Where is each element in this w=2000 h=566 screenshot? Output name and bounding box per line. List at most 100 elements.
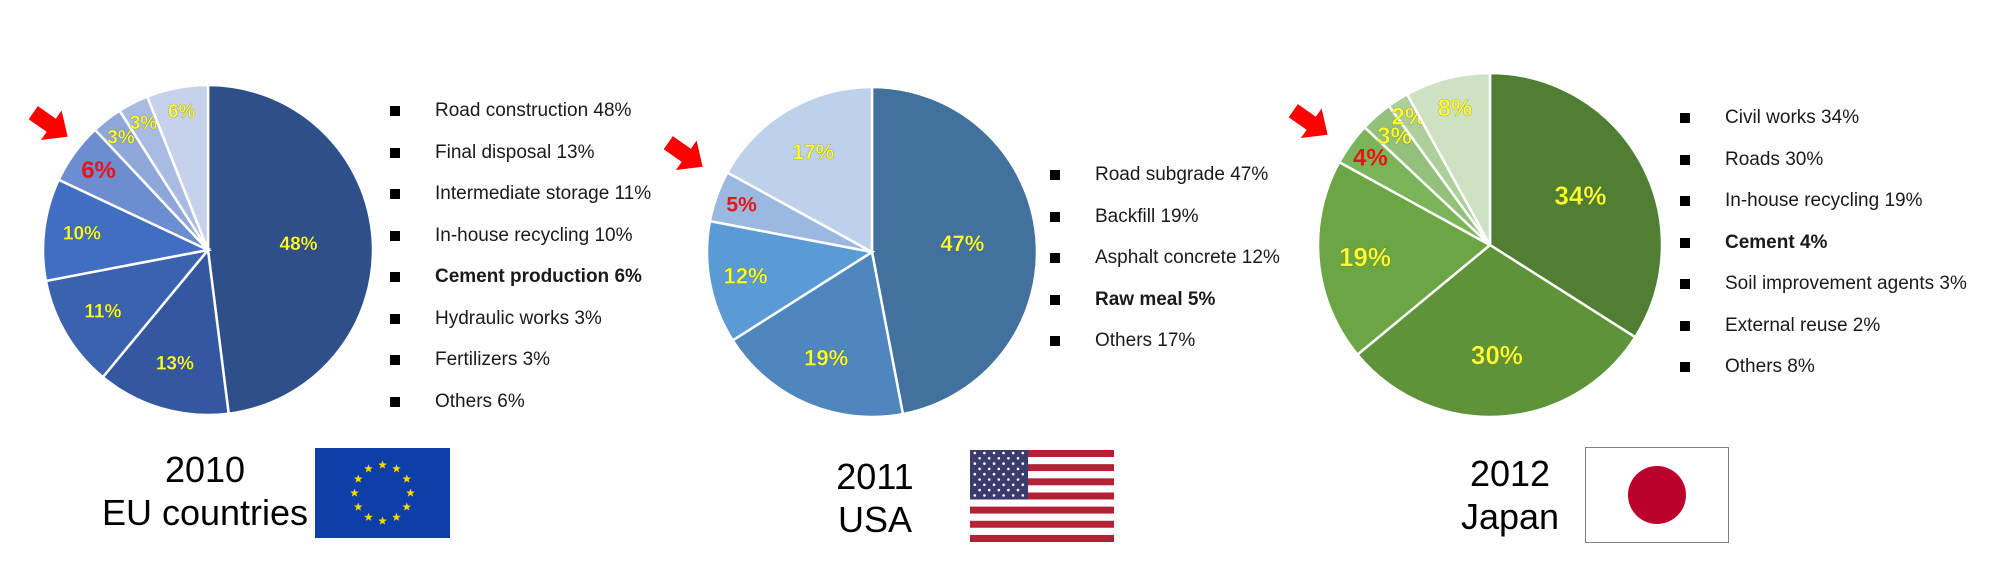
legend-item: Others 17%: [1050, 320, 1280, 362]
slice-data-label: 3%: [107, 127, 135, 148]
legend-bullet-icon: [1680, 113, 1690, 123]
legend-bullet-icon: [390, 313, 400, 324]
legend-label: In-house recycling 19%: [1725, 190, 1923, 211]
slice-data-label: 8%: [1438, 95, 1473, 122]
legend-bullet-icon: [1050, 253, 1060, 263]
legend-item: Final disposal 13%: [390, 132, 651, 174]
slice-data-label: 19%: [1339, 242, 1391, 272]
chart-caption-usa: 2011 USA: [810, 455, 940, 541]
caption-region: Japan: [1460, 496, 1560, 537]
legend-item: Raw meal 5%: [1050, 279, 1280, 321]
highlight-arrow-icon: [663, 136, 703, 171]
slice-data-label: 2%: [1392, 104, 1427, 131]
legend-bullet-icon: [390, 396, 400, 407]
legend-bullet-icon: [1050, 294, 1060, 305]
chart-caption-eu: 2010 EU countries: [95, 448, 315, 534]
caption-year: 2011: [836, 456, 914, 497]
slice-data-label: 6%: [168, 102, 196, 123]
eu-flag: [315, 448, 450, 538]
legend-item: Soil improvement agents 3%: [1680, 263, 1967, 305]
legend-item: Intermediate storage 11%: [390, 173, 651, 215]
pie-slice: [870, 85, 1039, 416]
slice-data-label: 13%: [156, 354, 194, 375]
caption-year: 2010: [164, 449, 246, 490]
pie-slice: [730, 249, 905, 419]
legend-label: Civil works 34%: [1725, 107, 1860, 128]
pie-slice: [41, 178, 213, 283]
slice-data-label: 47%: [940, 231, 984, 256]
legend-label: Others 6%: [435, 390, 525, 412]
pie-slice: [101, 246, 231, 417]
slice-data-label: 11%: [84, 302, 121, 323]
pie-slice: [1316, 160, 1493, 357]
legend-japan: Civil works 34% Roads 30% In-house recycli…: [1680, 97, 1967, 388]
slice-data-label: 6%: [81, 157, 116, 184]
legend-label: Others 8%: [1725, 356, 1815, 377]
pie-slice: [145, 83, 210, 251]
legend-label: Final disposal 13%: [435, 141, 595, 163]
usa-flag: [970, 450, 1114, 542]
legend-bullet-icon: [1680, 362, 1690, 372]
slice-data-label: 34%: [1554, 180, 1606, 210]
legend-item: Road construction 48%: [390, 90, 651, 132]
caption-region: EU countries: [101, 492, 309, 533]
legend-bullet-icon: [1680, 237, 1690, 248]
legend-label: Backfill 19%: [1095, 205, 1199, 227]
legend-item: Others 8%: [1680, 346, 1967, 388]
legend-bullet-icon: [1680, 154, 1690, 165]
legend-label: Soil improvement agents 3%: [1725, 273, 1967, 294]
pie-chart-usa: 47% 19% 12% 5% 17% Road subgrade 47% Backfill…: [663, 85, 1280, 542]
legend-bullet-icon: [390, 272, 400, 282]
legend-label: Roads 30%: [1725, 148, 1824, 170]
pie-chart-eu: 48% 13% 11% 10% 6% 3% 3% 6% Road construction 4…: [0, 0, 700, 566]
legend-label: Road construction 48%: [435, 100, 632, 121]
legend-item: In-house recycling 10%: [390, 215, 651, 257]
legend-bullet-icon: [1680, 279, 1690, 289]
legend-item: Asphalt concrete 12%: [1050, 237, 1280, 279]
pie-eu: 48% 13% 11% 10% 6% 3%3% 6%: [28, 83, 375, 417]
legend-item: Road subgrade 47%: [1050, 154, 1280, 196]
legend-label: Cement 4%: [1725, 231, 1828, 253]
legend-bullet-icon: [1050, 211, 1060, 222]
slice-data-label: 19%: [804, 346, 848, 371]
legend-usa: Road subgrade 47% Backfill 19% Asphalt con…: [1050, 154, 1280, 362]
pie-slice: [1355, 243, 1637, 419]
legend-bullet-icon: [1680, 320, 1690, 331]
slice-data-label: 4%: [1353, 145, 1388, 172]
legend-item: External reuse 2%: [1680, 305, 1967, 347]
caption-region: USA: [837, 499, 913, 540]
legend-bullet-icon: [1050, 336, 1060, 346]
legend-bullet-icon: [390, 147, 400, 158]
legend-label: External reuse 2%: [1725, 314, 1881, 336]
pie-slice: [705, 219, 876, 343]
legend-bullet-icon: [390, 355, 400, 365]
legend-label: Fertilizers 3%: [435, 349, 551, 370]
slice-data-label: 17%: [792, 141, 834, 164]
slice-data-label: 3%: [130, 113, 158, 134]
pie-slice: [1405, 71, 1492, 246]
legend-label: Intermediate storage 11%: [435, 183, 652, 204]
legend-eu: Road construction 48% Final disposal 13% I…: [390, 90, 651, 422]
legend-label: Cement production 6%: [435, 266, 642, 287]
legend-item: In-house recycling 19%: [1680, 180, 1967, 222]
legend-bullet-icon: [390, 106, 400, 116]
legend-item: Civil works 34%: [1680, 97, 1967, 139]
legend-label: Hydraulic works 3%: [435, 307, 602, 329]
legend-bullet-icon: [1050, 170, 1060, 180]
slice-data-label: 30%: [1471, 340, 1523, 370]
legend-item: Backfill 19%: [1050, 196, 1280, 238]
legend-item: Cement production 6%: [390, 256, 651, 298]
legend-item: Others 6%: [390, 381, 651, 423]
highlight-arrow-icon: [28, 106, 68, 141]
caption-year: 2012: [1469, 453, 1551, 494]
legend-item: Hydraulic works 3%: [390, 298, 651, 340]
legend-bullet-icon: [390, 189, 400, 199]
legend-label: Asphalt concrete 12%: [1095, 247, 1280, 268]
chart-caption-japan: 2012 Japan: [1440, 452, 1580, 538]
pie-usa: 47% 19% 12% 5% 17%: [663, 85, 1039, 419]
legend-bullet-icon: [1680, 196, 1690, 206]
legend-item: Roads 30%: [1680, 139, 1967, 181]
legend-label: In-house recycling 10%: [435, 224, 633, 246]
